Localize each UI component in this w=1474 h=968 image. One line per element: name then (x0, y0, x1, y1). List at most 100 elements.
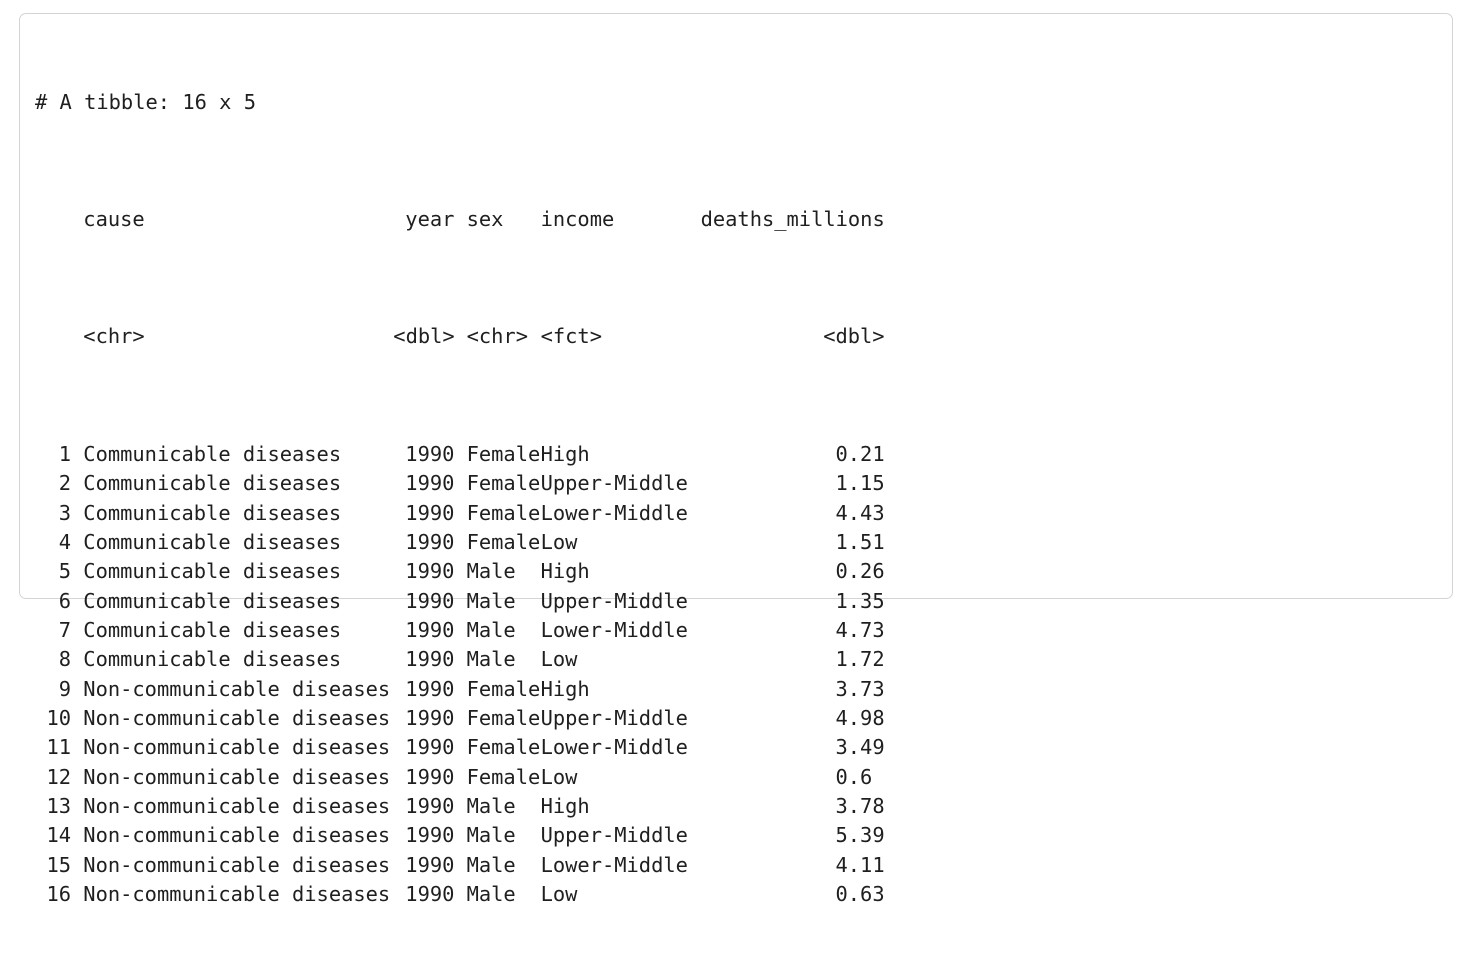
cell-income: Upper-Middle (540, 705, 688, 730)
row-number: 10 (46, 705, 71, 730)
cell-sex: Female (466, 764, 541, 789)
cell-cause: Communicable diseases (83, 588, 342, 613)
cell-cause: Non-communicable diseases (83, 676, 391, 701)
cell-year: 1990 (405, 588, 455, 613)
table-row: 6 Communicable diseases 1990 Male Upper-Midd… (35, 587, 885, 616)
cell-deaths-millions: 4.73 (835, 617, 885, 642)
cell-cause: Non-communicable diseases (83, 852, 391, 877)
cell-cause: Communicable diseases (83, 441, 342, 466)
cell-income: Lower-Middle (540, 735, 688, 760)
cell-cause: Communicable diseases (83, 559, 342, 584)
cell-sex: Female (466, 705, 541, 730)
cell-deaths-millions: 4.43 (835, 500, 885, 525)
cell-income: Low (540, 647, 578, 672)
cell-income: Lower-Middle (540, 852, 688, 877)
cell-cause: Non-communicable diseases (83, 823, 391, 848)
cell-cause: Non-communicable diseases (83, 793, 391, 818)
cell-sex: Female (466, 676, 541, 701)
column-type-income: <fct> (540, 324, 602, 349)
cell-deaths-millions: 5.39 (835, 823, 885, 848)
cell-income: High (540, 441, 590, 466)
column-names-row: cause year sex income deaths_millions (35, 205, 885, 234)
cell-sex: Female (466, 529, 541, 554)
table-row: 8 Communicable diseases 1990 Male Low 1.72 (35, 645, 885, 674)
column-name-sex: sex (466, 207, 504, 232)
column-type-sex: <chr> (466, 324, 528, 349)
table-row: 16 Non-communicable diseases 1990 Male Low 0.… (35, 880, 885, 909)
row-number: 2 (58, 471, 71, 496)
cell-income: Low (540, 881, 578, 906)
cell-income: Lower-Middle (540, 500, 688, 525)
cell-cause: Non-communicable diseases (83, 735, 391, 760)
row-number: 8 (58, 647, 71, 672)
cell-year: 1990 (405, 705, 455, 730)
table-row: 3 Communicable diseases 1990 FemaleLower-Mi… (35, 499, 885, 528)
console-output-box: # A tibble: 16 x 5 cause year sex income dea… (19, 13, 1453, 906)
row-number: 16 (46, 881, 71, 906)
cell-year: 1990 (405, 647, 455, 672)
cell-cause: Non-communicable diseases (83, 764, 391, 789)
cell-deaths-millions: 0.21 (835, 441, 885, 466)
row-number: 3 (58, 500, 71, 525)
cell-cause: Communicable diseases (83, 617, 342, 642)
cell-sex: Female (466, 500, 541, 525)
cell-cause: Non-communicable diseases (83, 705, 391, 730)
row-number: 1 (58, 441, 71, 466)
cell-sex: Female (466, 735, 541, 760)
cell-year: 1990 (405, 441, 455, 466)
row-number: 14 (46, 823, 71, 848)
column-name-deaths-millions: deaths_millions (700, 207, 885, 232)
table-row: 13 Non-communicable diseases 1990 Male High 3… (35, 792, 885, 821)
table-row: 11 Non-communicable diseases 1990 FemaleLow… (35, 733, 885, 762)
table-row: 12 Non-communicable diseases 1990 FemaleLow… (35, 763, 885, 792)
cell-deaths-millions: 0.6 (835, 764, 885, 789)
cell-income: High (540, 676, 590, 701)
cell-sex: Male (466, 647, 516, 672)
column-types-row: <chr> <dbl> <chr> <fct> <dbl> (35, 322, 884, 351)
cell-year: 1990 (405, 881, 455, 906)
cell-sex: Female (466, 441, 541, 466)
row-number: 5 (58, 559, 71, 584)
cell-deaths-millions: 3.49 (835, 735, 885, 760)
row-number: 11 (46, 735, 71, 760)
cell-cause: Communicable diseases (83, 471, 342, 496)
tibble-header: # A tibble: 16 x 5 (35, 89, 256, 114)
cell-sex: Male (466, 588, 516, 613)
column-type-cause: <chr> (83, 324, 145, 349)
cell-cause: Communicable diseases (83, 529, 342, 554)
cell-deaths-millions: 4.11 (835, 852, 885, 877)
cell-year: 1990 (405, 471, 455, 496)
cell-income: Upper-Middle (540, 588, 688, 613)
cell-income: Lower-Middle (540, 617, 688, 642)
cell-deaths-millions: 3.73 (835, 676, 885, 701)
cell-sex: Male (466, 793, 516, 818)
table-row: 4 Communicable diseases 1990 FemaleLow 1.51 (35, 528, 885, 557)
table-row: 10 Non-communicable diseases 1990 FemaleUpp… (35, 704, 884, 733)
cell-year: 1990 (405, 823, 455, 848)
cell-income: High (540, 793, 590, 818)
cell-cause: Communicable diseases (83, 500, 342, 525)
table-row: 14 Non-communicable diseases 1990 Male Upper… (35, 821, 885, 850)
cell-year: 1990 (405, 764, 455, 789)
cell-deaths-millions: 3.78 (835, 793, 885, 818)
cell-deaths-millions: 0.63 (835, 881, 885, 906)
cell-deaths-millions: 1.35 (835, 588, 885, 613)
table-row: 1 Communicable diseases 1990 FemaleHigh 0.21 (35, 440, 885, 469)
cell-sex: Female (466, 471, 541, 496)
column-type-year: <dbl> (393, 324, 455, 349)
row-number: 7 (58, 617, 71, 642)
row-number: 13 (46, 793, 71, 818)
cell-year: 1990 (405, 735, 455, 760)
cell-sex: Male (466, 559, 516, 584)
column-name-cause: cause (83, 207, 145, 232)
row-number: 6 (58, 588, 71, 613)
table-row: 2 Communicable diseases 1990 FemaleUpper-Mi… (35, 469, 885, 498)
cell-income: High (540, 559, 590, 584)
cell-sex: Male (466, 823, 516, 848)
cell-year: 1990 (405, 852, 455, 877)
table-row: 15 Non-communicable diseases 1990 Male Lower… (35, 851, 885, 880)
table-row: 9 Non-communicable diseases 1990 FemaleHigh… (35, 675, 885, 704)
cell-year: 1990 (405, 559, 455, 584)
cell-income: Upper-Middle (540, 823, 688, 848)
column-name-year: year (405, 207, 455, 232)
